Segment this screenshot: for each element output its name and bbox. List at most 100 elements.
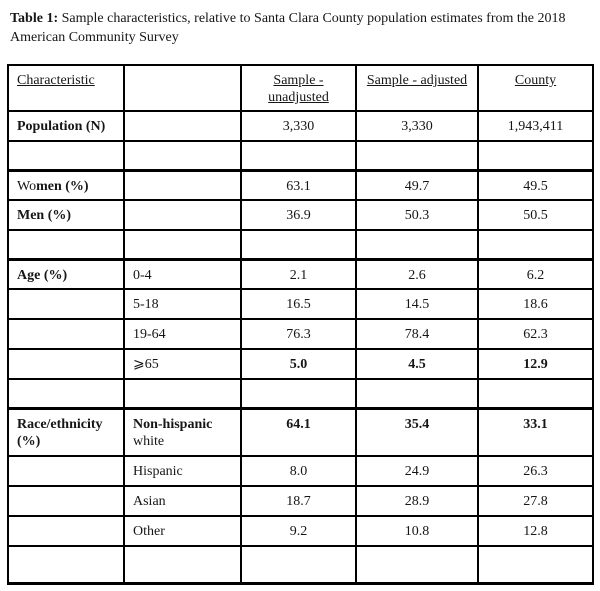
table-cell: 18.7	[240, 485, 357, 517]
table-cell: 28.9	[355, 485, 479, 517]
table-cell: 27.8	[477, 485, 594, 517]
table-cell: 33.1	[477, 406, 594, 457]
table-cell: 19-64	[123, 318, 242, 350]
cell-text: 3,330	[282, 119, 315, 134]
table-cell	[7, 140, 125, 171]
table-cell: 26.3	[477, 455, 594, 487]
table-cell	[240, 229, 357, 260]
cell-text: Characteristic	[17, 73, 95, 88]
cell-text: 78.4	[404, 327, 430, 342]
table-cell: 18.6	[477, 288, 594, 320]
cell-text: 49.7	[404, 178, 430, 194]
cell-text: ⩾65	[133, 357, 159, 372]
table-cell: 63.1	[240, 168, 357, 201]
table-cell: Other	[123, 515, 242, 547]
table-cell	[123, 168, 242, 201]
cell-text: Men (%)	[17, 208, 72, 223]
table-cell	[240, 545, 357, 585]
table-cell: 36.9	[240, 199, 357, 231]
cell-text: 35.4	[404, 416, 430, 432]
spacer-row	[7, 140, 594, 171]
cell-text: 62.3	[523, 327, 548, 342]
table-row: 19-64 76.3 78.4 62.3	[7, 318, 594, 350]
table-cell	[240, 140, 357, 171]
table-cell	[7, 515, 125, 547]
table-cell: 2.6	[355, 257, 479, 290]
cell-text: Sample - adjusted	[366, 73, 468, 88]
cell-text: 6.2	[526, 267, 545, 283]
spacer-row	[7, 229, 594, 260]
cell-text: 26.3	[523, 464, 548, 479]
table-cell: 4.5	[355, 348, 479, 380]
table-cell: 24.9	[355, 455, 479, 487]
table-cell	[240, 378, 357, 409]
cell-text: 2.1	[289, 267, 308, 283]
header-cell: Sample - unadjusted	[240, 64, 357, 112]
table-cell: 64.1	[240, 406, 357, 457]
table-cell: 1,943,411	[477, 110, 594, 142]
header-cell: Sample - adjusted	[355, 64, 479, 112]
table-cell	[7, 229, 125, 260]
cell-text: 18.7	[286, 494, 311, 509]
table-cell	[123, 140, 242, 171]
table-cell: 14.5	[355, 288, 479, 320]
table-cell	[7, 455, 125, 487]
cell-text: 28.9	[404, 494, 430, 509]
sample-characteristics-table: Characteristic Sample - unadjusted Sample -…	[7, 64, 594, 585]
cell-text: Race/ethnicity (%)	[17, 416, 103, 449]
cell-text: 19-64	[133, 327, 166, 342]
table-row: Hispanic 8.0 24.9 26.3	[7, 455, 594, 487]
table-cell	[7, 318, 125, 350]
table-cell: 50.3	[355, 199, 479, 231]
cell-text: 50.5	[523, 208, 548, 223]
cell-text: 50.3	[404, 208, 430, 223]
table-row: Other 9.2 10.8 12.8	[7, 515, 594, 547]
cell-text: 3,330	[401, 119, 433, 134]
table-cell: Asian	[123, 485, 242, 517]
cell-text: Population (N)	[17, 119, 106, 134]
table-row: Population (N) 3,330 3,330 1,943,411	[7, 110, 594, 142]
table-cell	[123, 110, 242, 142]
cell-text: 76.3	[286, 327, 311, 342]
cell-text: 27.8	[523, 494, 548, 509]
table-cell	[355, 229, 479, 260]
table-cell: 5-18	[123, 288, 242, 320]
table-cell: 5.0	[240, 348, 357, 380]
table-row: Age (%) 0-4 2.1 2.6 6.2	[7, 257, 594, 290]
header-cell: County	[477, 64, 594, 112]
cell-text: Non-hispanic	[133, 416, 213, 432]
cell-text: County	[514, 73, 557, 88]
table-cell	[7, 348, 125, 380]
table-cell: 3,330	[240, 110, 357, 142]
cell-text: 14.5	[404, 297, 430, 312]
table-cell	[477, 378, 594, 409]
table-row: Men (%) 36.9 50.3 50.5	[7, 199, 594, 231]
table-cell	[355, 545, 479, 585]
table-cell: 9.2	[240, 515, 357, 547]
cell-text: 2.6	[408, 267, 426, 283]
table-cell: 3,330	[355, 110, 479, 142]
cell-text: 18.6	[523, 297, 548, 312]
table-cell: 0-4	[123, 257, 242, 290]
table-cell	[7, 545, 125, 585]
table-row: 5-18 16.5 14.5 18.6	[7, 288, 594, 320]
cell-text: 4.5	[408, 357, 426, 372]
table-cell: Age (%)	[7, 257, 125, 290]
table-cell: 62.3	[477, 318, 594, 350]
table-cell: ⩾65	[123, 348, 242, 380]
cell-text: 64.1	[286, 416, 311, 432]
header-row: Characteristic Sample - unadjusted Sample -…	[7, 64, 594, 112]
table-caption-label: Table 1:	[10, 11, 59, 26]
table-cell: 76.3	[240, 318, 357, 350]
table-cell: Men (%)	[7, 199, 125, 231]
table-caption-text: Sample characteristics, relative to Sant…	[10, 11, 566, 45]
table-cell	[7, 288, 125, 320]
cell-text: 49.5	[523, 178, 548, 194]
table-cell	[477, 140, 594, 171]
header-cell	[123, 64, 242, 112]
table-cell: 6.2	[477, 257, 594, 290]
cell-text: 24.9	[404, 464, 430, 479]
table-cell	[123, 545, 242, 585]
cell-text: unadjusted	[268, 90, 329, 105]
